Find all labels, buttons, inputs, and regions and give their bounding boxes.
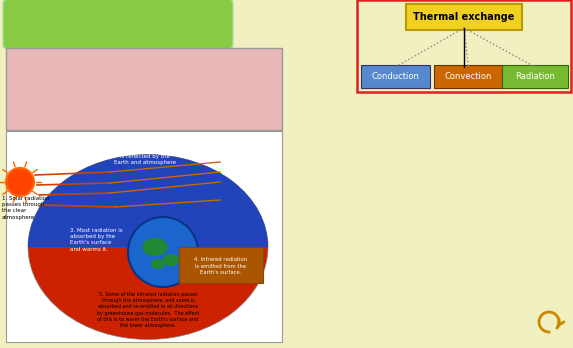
FancyBboxPatch shape xyxy=(361,65,430,88)
Text: Thermal Radiation and the: Thermal Radiation and the xyxy=(40,75,248,89)
FancyBboxPatch shape xyxy=(6,131,282,342)
Text: Greenhouse Effect.: Greenhouse Effect. xyxy=(69,97,219,111)
Ellipse shape xyxy=(151,259,165,269)
Text: Thermal exchange: Thermal exchange xyxy=(413,12,515,22)
Ellipse shape xyxy=(28,155,268,340)
Ellipse shape xyxy=(28,155,268,340)
FancyBboxPatch shape xyxy=(3,0,233,49)
Text: 3. Most radiation is
absorbed by the
Earth's surface
and warms it.: 3. Most radiation is absorbed by the Ear… xyxy=(70,228,123,252)
Text: Radiation: Radiation xyxy=(515,72,555,81)
Text: 1. Solar radiation
passes through
the clear
atmosphere: 1. Solar radiation passes through the cl… xyxy=(2,196,50,220)
Text: 2. Some solar radiation
is reflected by the
Earth and atmosphere: 2. Some solar radiation is reflected by … xyxy=(113,148,177,165)
FancyBboxPatch shape xyxy=(434,65,503,88)
FancyBboxPatch shape xyxy=(357,0,571,92)
Text: 4. Infrared radiation
is emitted from the
Earth's surface.: 4. Infrared radiation is emitted from th… xyxy=(194,257,248,275)
Text: 5. Some of the infrared radiation passes
through the atmosphere, and some is
abs: 5. Some of the infrared radiation passes… xyxy=(97,292,199,328)
FancyBboxPatch shape xyxy=(6,48,282,130)
Text: Radiation: Radiation xyxy=(65,16,171,35)
FancyBboxPatch shape xyxy=(502,65,568,88)
Text: Conduction: Conduction xyxy=(371,72,419,81)
Text: Convection: Convection xyxy=(445,72,492,81)
Circle shape xyxy=(6,168,34,196)
FancyBboxPatch shape xyxy=(179,247,263,283)
Circle shape xyxy=(128,217,198,287)
FancyBboxPatch shape xyxy=(406,4,522,30)
Ellipse shape xyxy=(163,254,179,266)
Ellipse shape xyxy=(143,238,167,256)
